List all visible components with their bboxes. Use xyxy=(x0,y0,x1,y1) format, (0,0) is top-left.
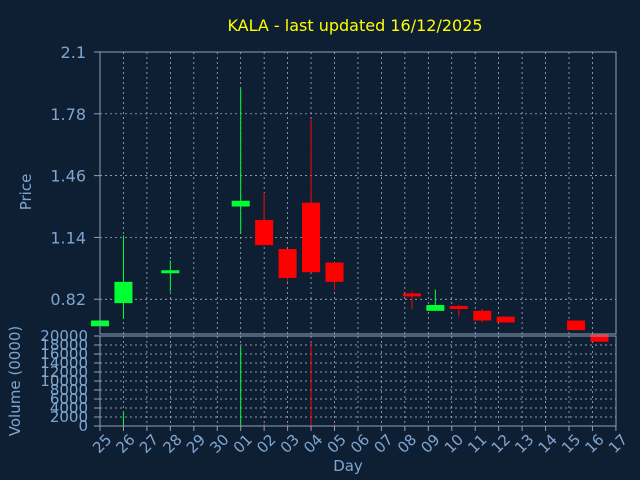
price-y-ticks: 2.1 1.78 1.46 1.14 0.82 xyxy=(50,43,100,309)
volume-tick-label: 16000 xyxy=(40,345,88,363)
candle-body xyxy=(473,310,492,321)
price-tick-label: 0.82 xyxy=(50,290,86,309)
candle-body xyxy=(590,334,609,342)
volume-tick-label: 14000 xyxy=(40,354,88,372)
volume-tick-label: 6000 xyxy=(50,390,88,408)
volume-tick-label: 8000 xyxy=(50,381,88,399)
volume-grid xyxy=(100,336,617,426)
candle-body xyxy=(255,220,274,246)
volume-tick-label: 20000 xyxy=(40,327,88,345)
x-axis-label: Day xyxy=(333,457,363,475)
candle-body xyxy=(426,305,445,311)
price-panel-frame xyxy=(99,51,617,335)
volume-tick-label: 2000 xyxy=(50,408,88,426)
volume-tick-label: 18000 xyxy=(40,336,88,354)
volume-tick-label: 12000 xyxy=(40,363,88,381)
price-tick-label: 1.78 xyxy=(50,105,86,124)
candle-body xyxy=(302,202,321,273)
candle-body xyxy=(161,270,180,274)
candle-body xyxy=(114,281,133,304)
volume-tick-label: 10000 xyxy=(40,372,88,390)
price-tick-label: 1.46 xyxy=(50,167,86,186)
price-tick-label: 2.1 xyxy=(61,43,86,62)
candle-body xyxy=(402,293,421,297)
candle-body xyxy=(278,249,297,278)
candle-body xyxy=(567,320,586,331)
volume-tick-label: 4000 xyxy=(50,399,88,417)
candle-body xyxy=(231,200,250,207)
candle-body xyxy=(449,305,468,309)
volume-y-ticks: 2000018000160001400012000100008000600040… xyxy=(40,327,100,435)
volume-tick-label: 0 xyxy=(78,417,88,435)
chart-title: KALA - last updated 16/12/2025 xyxy=(227,16,482,35)
price-candles xyxy=(91,88,609,342)
candle-body xyxy=(496,316,515,323)
volume-bars xyxy=(122,342,335,426)
candle-body xyxy=(325,262,344,282)
volume-axis-label: Volume (0000) xyxy=(6,326,24,436)
price-tick-label: 1.14 xyxy=(50,228,86,247)
price-axis-label: Price xyxy=(17,174,35,211)
